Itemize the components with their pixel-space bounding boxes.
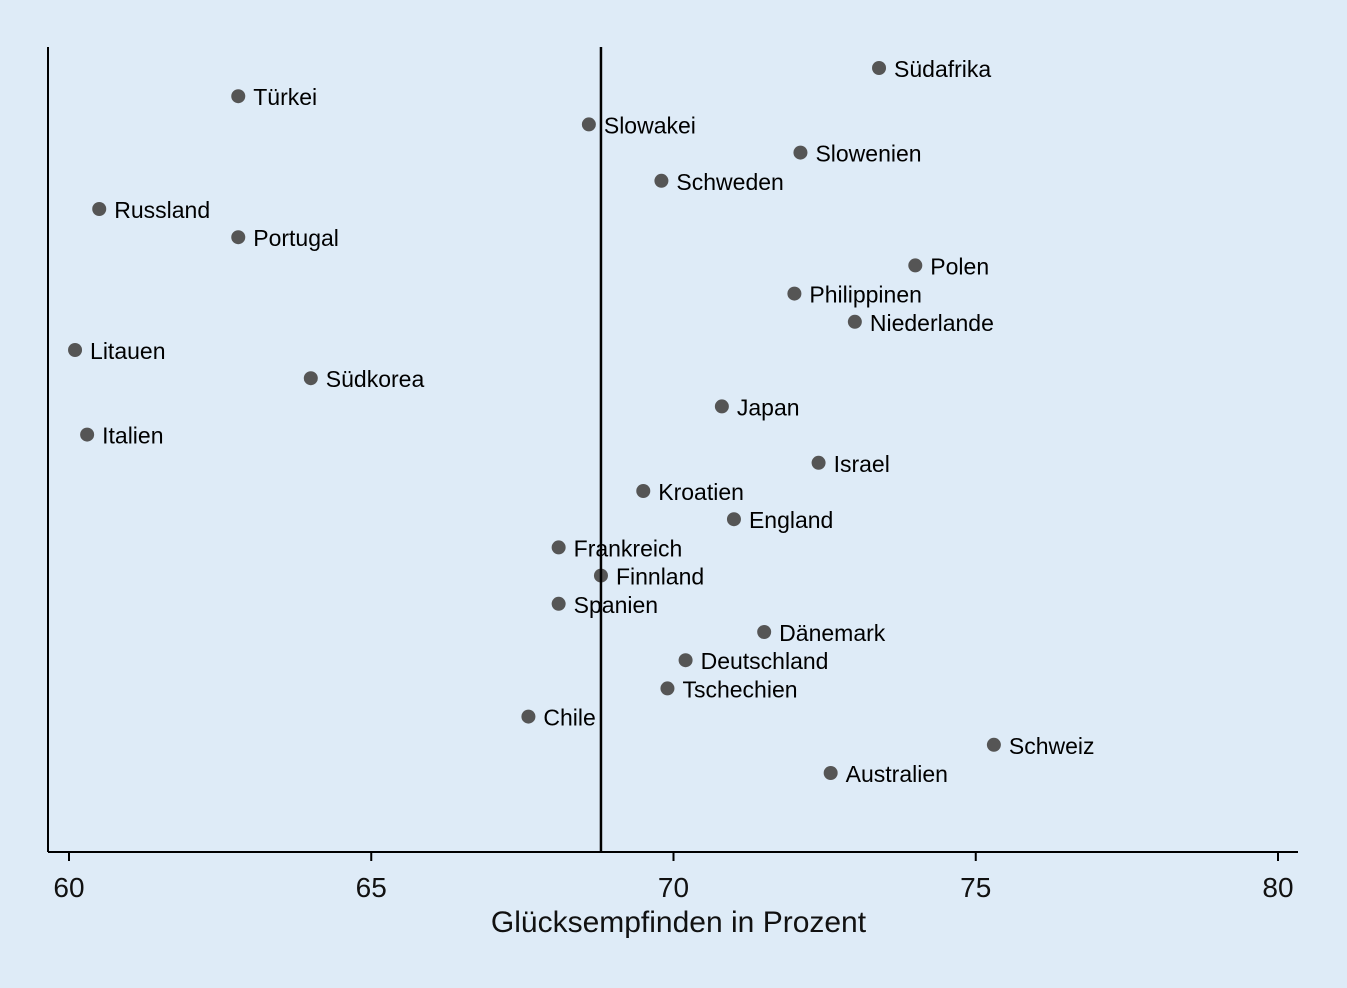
data-point [872, 61, 887, 75]
data-point-label: Japan [737, 394, 800, 420]
data-point [231, 230, 246, 245]
x-tick-label: 60 [53, 872, 84, 903]
data-point-label: Schweiz [1009, 733, 1095, 759]
data-point-label: Chile [543, 705, 595, 731]
data-point-group: Spanien [551, 592, 658, 618]
data-point-label: Spanien [574, 592, 658, 618]
data-point [787, 286, 802, 301]
data-point-label: Deutschland [701, 648, 829, 674]
data-point-label: Niederlande [870, 310, 994, 336]
data-point [678, 653, 693, 668]
data-point-group: Frankreich [551, 535, 683, 561]
data-point [823, 766, 838, 780]
data-point-group: Litauen [68, 338, 166, 364]
data-point-group: Südkorea [303, 366, 425, 392]
data-point-group: Philippinen [787, 282, 922, 308]
data-point-group: Schweiz [986, 733, 1095, 759]
data-point-label: Finnland [616, 564, 704, 590]
data-point-group: Slowenien [793, 141, 922, 167]
data-point-group: Kroatien [636, 479, 744, 505]
data-point [551, 596, 566, 611]
data-point-label: Slowakei [604, 112, 696, 138]
data-point-label: Philippinen [809, 282, 922, 308]
data-point-group: Australien [823, 761, 948, 787]
data-point-label: Südafrika [894, 56, 991, 82]
data-point-label: Portugal [253, 225, 339, 251]
data-point-label: Polen [930, 253, 989, 279]
data-point-label: Israel [834, 451, 890, 477]
data-point-group: Finnland [593, 564, 704, 590]
data-point-label: Schweden [676, 169, 783, 195]
data-point-group: Tschechien [660, 676, 798, 702]
data-point-label: Südkorea [326, 366, 425, 392]
data-point-group: Chile [521, 705, 596, 731]
data-point [551, 540, 566, 555]
data-point-group: Slowakei [581, 112, 696, 138]
data-point [726, 512, 741, 527]
data-point-label: Italien [102, 423, 163, 449]
data-point-group: England [726, 507, 833, 533]
data-point [68, 343, 83, 357]
x-axis-ticks: 60 65 70 75 80 [53, 852, 1294, 903]
data-point [908, 258, 923, 273]
data-point-label: Frankreich [574, 535, 683, 561]
data-point [581, 117, 596, 132]
data-point-group: Türkei [231, 84, 317, 110]
x-tick-label: 80 [1262, 872, 1293, 903]
data-point-group: Polen [908, 253, 989, 279]
data-point [636, 484, 651, 498]
x-axis-title: Glücksempfinden in Prozent [491, 906, 867, 939]
data-point-group: Russland [92, 197, 210, 223]
data-point-group: Südafrika [872, 56, 991, 82]
x-tick-label: 75 [960, 872, 991, 903]
data-point-group: Schweden [654, 169, 784, 195]
data-point-group: Portugal [231, 225, 339, 251]
data-point-group: Israel [811, 451, 890, 477]
data-point-label: Russland [114, 197, 210, 223]
x-tick-label: 70 [658, 872, 689, 903]
data-point-label: Dänemark [779, 620, 886, 646]
data-point-group: Japan [714, 394, 800, 420]
data-point [521, 709, 536, 724]
data-point [986, 737, 1001, 752]
data-point-label: Australien [846, 761, 948, 787]
data-point [80, 427, 95, 442]
data-point-label: Litauen [90, 338, 165, 364]
data-point [811, 455, 826, 470]
data-point [654, 173, 669, 188]
data-point [847, 314, 862, 329]
data-point [231, 89, 246, 104]
data-point [92, 202, 107, 216]
data-point-label: England [749, 507, 833, 533]
data-point [757, 625, 772, 639]
data-point [660, 681, 675, 696]
data-point-group: Deutschland [678, 648, 829, 674]
data-point-group: Dänemark [757, 620, 886, 646]
data-points: Südafrika Türkei Slowakei Slowenien Schweden… [68, 56, 1095, 787]
data-point [303, 371, 318, 386]
data-point-label: Slowenien [815, 141, 921, 167]
data-point-label: Kroatien [658, 479, 744, 505]
x-tick-label: 65 [356, 872, 387, 903]
data-point-group: Italien [80, 423, 164, 449]
data-point-group: Niederlande [847, 310, 994, 336]
data-point [793, 145, 808, 160]
data-point [714, 399, 729, 414]
data-point-label: Tschechien [682, 676, 797, 702]
data-point-label: Türkei [253, 84, 317, 110]
